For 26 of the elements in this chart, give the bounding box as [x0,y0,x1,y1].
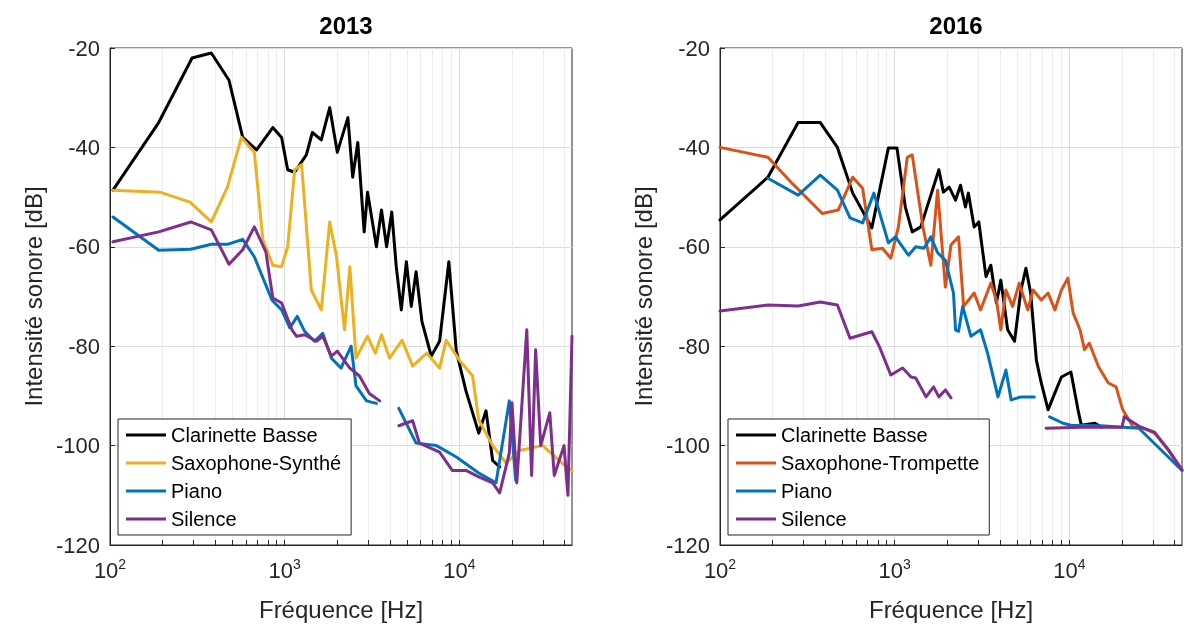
y-tick-label: -20 [68,35,100,61]
legend-label: Piano [781,480,833,502]
y-tick-label: -20 [678,35,710,61]
y-axis-title: Intensité sonore [dB] [19,186,47,407]
x-axis-title: Fréquence [Hz] [868,595,1034,623]
y-tick-label: -80 [678,333,710,359]
y-axis-title: Intensité sonore [dB] [629,186,657,407]
y-tick-label: -80 [68,333,100,359]
legend-label: Saxophone-Trompette [781,452,980,474]
y-tick-label: -60 [68,234,100,260]
legend-label: Clarinette Basse [171,424,318,446]
y-tick-label: -40 [678,134,710,160]
y-tick-label: -100 [665,433,710,459]
legend-label: Piano [171,480,223,502]
y-tick-label: -60 [678,234,710,260]
y-tick-label: -120 [55,532,100,558]
chart-title: 2016 [929,11,983,39]
chart-title: 2013 [319,11,373,39]
y-tick-label: -100 [55,433,100,459]
legend-label: Clarinette Basse [781,424,928,446]
legend-label: Saxophone-Synthé [171,452,342,474]
legend-label: Silence [781,508,847,530]
y-tick-label: -120 [665,532,710,558]
x-axis-title: Fréquence [Hz] [258,595,424,623]
legend-label: Silence [171,508,237,530]
y-tick-label: -40 [68,134,100,160]
